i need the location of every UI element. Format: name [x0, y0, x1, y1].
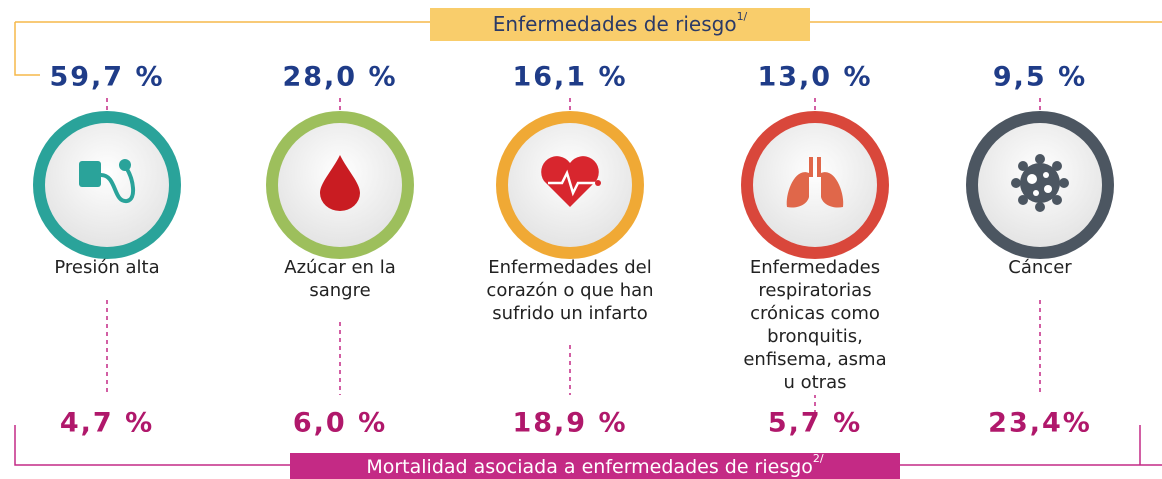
ring-inner	[45, 123, 169, 247]
icon	[320, 155, 360, 211]
footer-box	[290, 453, 900, 479]
footer-note: 2/	[813, 452, 824, 465]
label: sangre	[309, 280, 370, 301]
mortality-value: 4,7 %	[60, 408, 154, 439]
ring-inner	[753, 123, 877, 247]
mortality-value: 23,4%	[988, 408, 1092, 439]
header-text: Enfermedades de riesgo	[493, 12, 737, 36]
icon	[541, 156, 601, 207]
mortality-value: 18,9 %	[512, 408, 627, 439]
footer-text: Mortalidad asociada a enfermedades de ri…	[366, 456, 813, 478]
risk-value: 28,0 %	[282, 62, 397, 93]
icon	[786, 157, 844, 208]
label: u otras	[783, 372, 846, 393]
mortality-value: 5,7 %	[768, 408, 862, 439]
label: Enfermedades	[750, 257, 880, 278]
label: Presión alta	[54, 257, 159, 278]
header-box	[430, 8, 810, 41]
icon	[1011, 154, 1069, 212]
label: respiratorias	[758, 280, 871, 301]
footer-line	[14, 425, 1162, 466]
risk-value: 9,5 %	[993, 62, 1087, 93]
label: sufrido un infarto	[492, 303, 647, 324]
risk-value: 59,7 %	[49, 62, 164, 93]
risk-value: 16,1 %	[512, 62, 627, 93]
header-note: 1/	[737, 10, 748, 23]
header-title: Enfermedades de riesgo1/	[493, 10, 748, 36]
header-line	[14, 21, 1162, 76]
icon	[79, 159, 135, 203]
label: bronquitis,	[767, 326, 863, 347]
label: Azúcar en la	[284, 257, 395, 278]
label: corazón o que han	[486, 280, 653, 301]
mortality-value: 6,0 %	[293, 408, 387, 439]
footer-title: Mortalidad asociada a enfermedades de ri…	[366, 452, 824, 478]
label: enfisema, asma	[743, 349, 886, 370]
risk-value: 13,0 %	[757, 62, 872, 93]
label: Cáncer	[1008, 257, 1072, 278]
label: crónicas como	[750, 303, 880, 324]
label: Enfermedades del	[488, 257, 651, 278]
